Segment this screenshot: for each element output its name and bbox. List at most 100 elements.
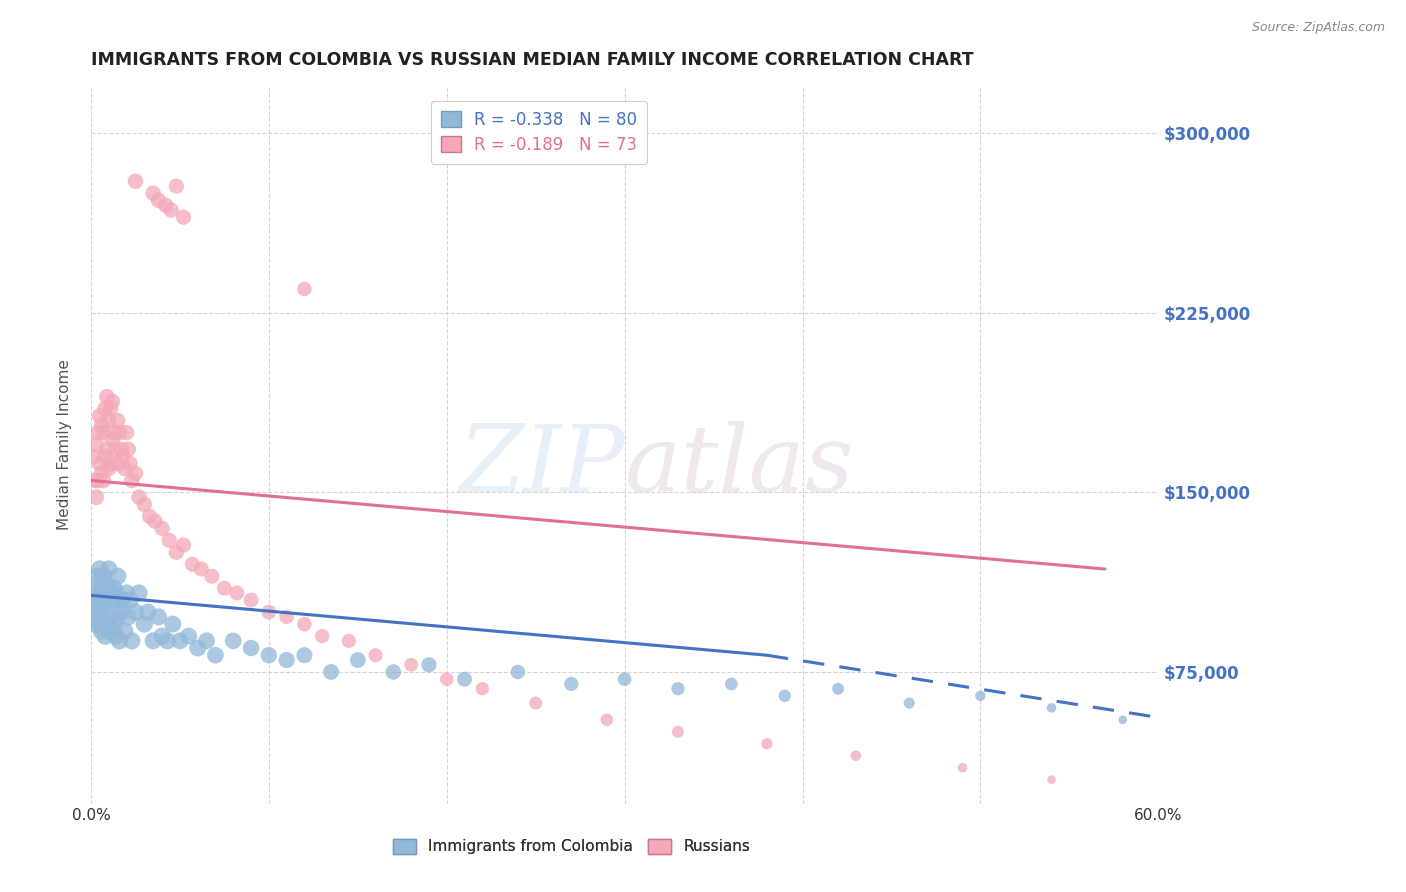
Point xyxy=(155,198,177,212)
Point xyxy=(201,569,224,583)
Point xyxy=(90,467,112,481)
Point xyxy=(87,576,110,591)
Point xyxy=(160,202,183,217)
Point xyxy=(165,545,187,559)
Point xyxy=(214,581,236,595)
Point xyxy=(93,617,115,632)
Point xyxy=(165,179,187,194)
Point xyxy=(134,497,156,511)
Point xyxy=(103,581,125,595)
Point xyxy=(222,633,245,648)
Point xyxy=(128,490,150,504)
Point xyxy=(311,629,333,643)
Point xyxy=(87,474,110,488)
Point xyxy=(89,615,111,629)
Text: Source: ZipAtlas.com: Source: ZipAtlas.com xyxy=(1251,21,1385,34)
Point xyxy=(117,610,139,624)
Point xyxy=(93,593,115,607)
Point xyxy=(107,569,129,583)
Point xyxy=(97,624,120,639)
Point xyxy=(83,474,105,488)
Point xyxy=(107,610,129,624)
Point xyxy=(190,562,212,576)
Point xyxy=(104,586,127,600)
Point xyxy=(103,425,125,440)
Point xyxy=(399,657,422,672)
Point xyxy=(172,538,194,552)
Point xyxy=(117,442,139,457)
Point xyxy=(121,474,143,488)
Point xyxy=(100,586,122,600)
Point xyxy=(108,593,131,607)
Point xyxy=(257,648,280,663)
Point xyxy=(294,617,316,632)
Point xyxy=(90,624,112,639)
Point xyxy=(240,593,263,607)
Point xyxy=(294,282,316,296)
Point xyxy=(87,593,110,607)
Point xyxy=(143,514,166,528)
Point xyxy=(142,633,165,648)
Point xyxy=(107,457,129,471)
Point xyxy=(337,633,360,648)
Text: atlas: atlas xyxy=(624,421,853,511)
Point xyxy=(150,629,173,643)
Point xyxy=(156,633,179,648)
Point xyxy=(121,633,143,648)
Point xyxy=(104,442,127,457)
Point xyxy=(82,450,104,464)
Point xyxy=(93,569,115,583)
Point xyxy=(148,610,170,624)
Point xyxy=(93,425,115,440)
Point xyxy=(142,186,165,201)
Point xyxy=(195,633,218,648)
Point xyxy=(97,562,120,576)
Point xyxy=(898,696,921,710)
Point xyxy=(134,617,156,632)
Point xyxy=(952,761,974,775)
Point xyxy=(110,442,132,457)
Point xyxy=(94,629,117,643)
Point xyxy=(257,605,280,619)
Point xyxy=(187,640,209,655)
Point xyxy=(240,640,263,655)
Point xyxy=(524,696,547,710)
Point xyxy=(90,600,112,615)
Point xyxy=(111,593,134,607)
Point xyxy=(177,629,200,643)
Point xyxy=(471,681,494,696)
Point xyxy=(82,593,104,607)
Point xyxy=(115,586,138,600)
Point xyxy=(87,425,110,440)
Text: IMMIGRANTS FROM COLOMBIA VS RUSSIAN MEDIAN FAMILY INCOME CORRELATION CHART: IMMIGRANTS FROM COLOMBIA VS RUSSIAN MEDI… xyxy=(91,51,973,69)
Point xyxy=(319,665,342,679)
Point xyxy=(755,737,778,751)
Point xyxy=(83,610,105,624)
Point xyxy=(94,576,117,591)
Point xyxy=(124,467,146,481)
Point xyxy=(150,521,173,535)
Point xyxy=(418,657,440,672)
Point xyxy=(666,681,689,696)
Point xyxy=(97,414,120,428)
Point xyxy=(100,610,122,624)
Point xyxy=(89,457,111,471)
Text: ZIP: ZIP xyxy=(458,421,624,511)
Point xyxy=(84,569,107,583)
Point xyxy=(720,677,742,691)
Point xyxy=(827,681,849,696)
Point xyxy=(124,605,146,619)
Point xyxy=(101,593,124,607)
Point xyxy=(108,633,131,648)
Point xyxy=(101,433,124,447)
Point xyxy=(204,648,226,663)
Point xyxy=(97,581,120,595)
Point xyxy=(1112,713,1135,727)
Point xyxy=(89,409,111,423)
Point xyxy=(84,586,107,600)
Point xyxy=(90,581,112,595)
Point xyxy=(94,600,117,615)
Point xyxy=(84,490,107,504)
Point xyxy=(114,461,136,475)
Point xyxy=(136,605,159,619)
